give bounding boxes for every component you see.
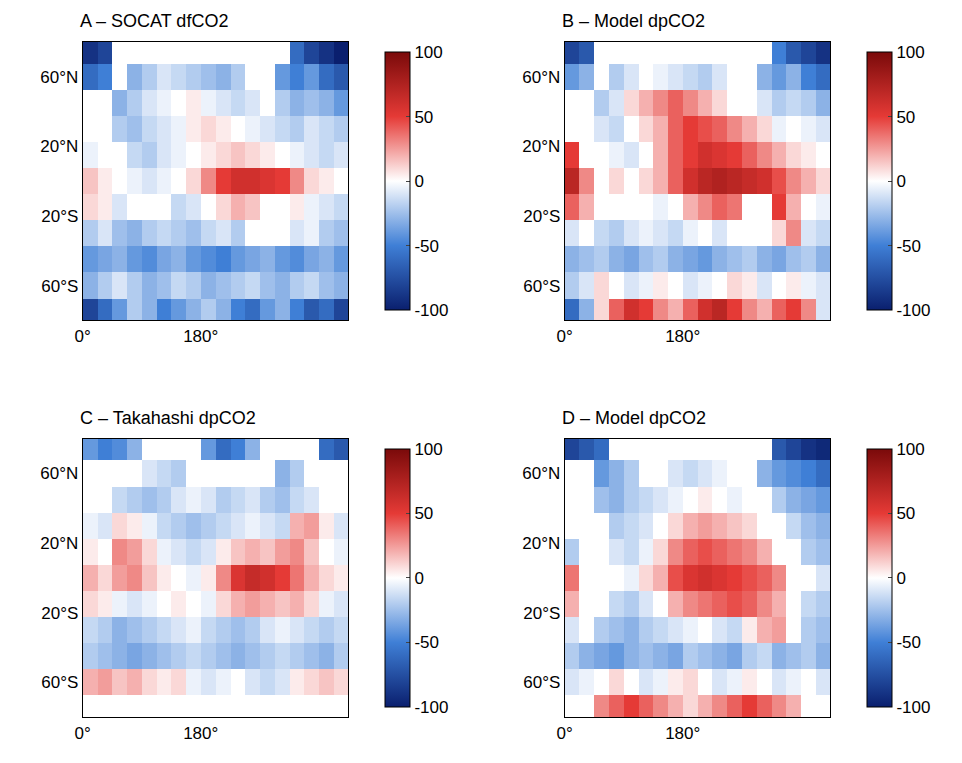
svg-text:180°: 180° (665, 724, 700, 743)
svg-text:100: 100 (896, 440, 924, 459)
svg-text:A – SOCAT dfCO2: A – SOCAT dfCO2 (80, 11, 228, 31)
svg-text:D – Model dpCO2: D – Model dpCO2 (562, 408, 706, 428)
svg-text:C – Takahashi dpCO2: C – Takahashi dpCO2 (80, 408, 256, 428)
svg-text:B – Model dpCO2: B – Model dpCO2 (562, 11, 705, 31)
svg-text:-50: -50 (896, 633, 921, 652)
svg-text:180°: 180° (665, 327, 700, 346)
svg-text:60°S: 60°S (41, 277, 78, 296)
svg-text:0°: 0° (75, 724, 91, 743)
svg-text:-50: -50 (414, 237, 439, 256)
svg-text:60°N: 60°N (522, 68, 560, 87)
svg-text:60°S: 60°S (523, 673, 560, 692)
svg-text:50: 50 (414, 504, 433, 523)
svg-text:100: 100 (414, 440, 442, 459)
svg-text:-100: -100 (896, 301, 930, 320)
svg-text:-50: -50 (896, 237, 921, 256)
svg-text:0°: 0° (557, 327, 573, 346)
svg-text:180°: 180° (183, 724, 218, 743)
svg-text:60°N: 60°N (40, 464, 78, 483)
svg-text:20°S: 20°S (523, 604, 560, 623)
svg-text:-100: -100 (414, 698, 448, 717)
svg-text:-50: -50 (414, 633, 439, 652)
svg-text:20°N: 20°N (522, 534, 560, 553)
svg-text:0°: 0° (75, 327, 91, 346)
svg-text:50: 50 (896, 108, 915, 127)
svg-text:0: 0 (896, 172, 905, 191)
svg-text:0°: 0° (557, 724, 573, 743)
svg-text:20°S: 20°S (523, 207, 560, 226)
svg-text:100: 100 (414, 43, 442, 62)
svg-text:-100: -100 (414, 301, 448, 320)
svg-text:20°S: 20°S (41, 207, 78, 226)
svg-text:-100: -100 (896, 698, 930, 717)
svg-text:0: 0 (414, 172, 423, 191)
svg-text:50: 50 (414, 108, 433, 127)
svg-text:60°S: 60°S (41, 673, 78, 692)
svg-text:100: 100 (896, 43, 924, 62)
svg-text:180°: 180° (183, 327, 218, 346)
svg-text:20°N: 20°N (40, 137, 78, 156)
svg-text:60°N: 60°N (40, 68, 78, 87)
svg-text:20°N: 20°N (522, 137, 560, 156)
svg-text:0: 0 (414, 569, 423, 588)
svg-text:20°S: 20°S (41, 604, 78, 623)
svg-text:50: 50 (896, 504, 915, 523)
svg-text:0: 0 (896, 569, 905, 588)
svg-text:60°S: 60°S (523, 277, 560, 296)
svg-text:60°N: 60°N (522, 464, 560, 483)
svg-text:20°N: 20°N (40, 534, 78, 553)
